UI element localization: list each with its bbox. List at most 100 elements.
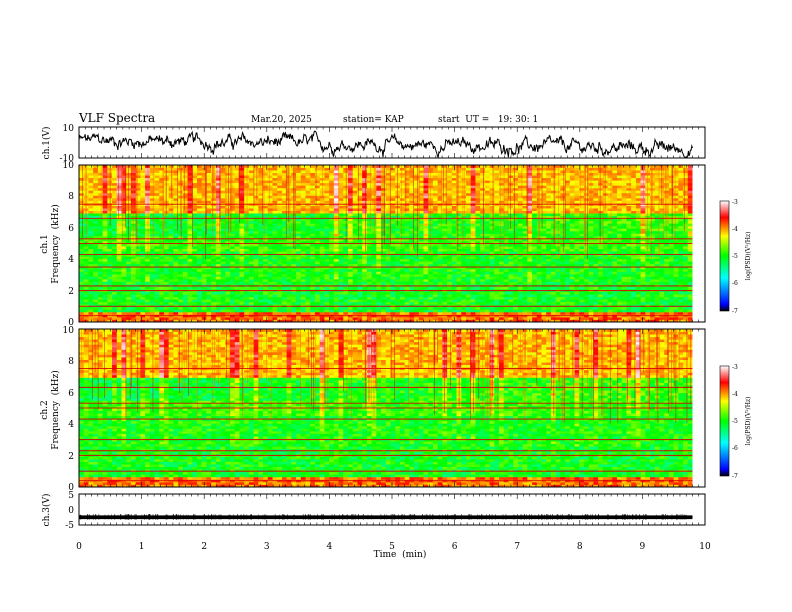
spectrogram-cell <box>140 307 145 310</box>
spectrogram-cell <box>381 264 386 267</box>
spectrogram-cell <box>414 287 419 290</box>
spectrogram-cell <box>136 261 141 264</box>
spectrogram-cell <box>343 279 348 282</box>
spectrogram-cell <box>584 269 589 272</box>
spectrogram-cell <box>98 279 103 282</box>
spectrogram-cell <box>376 287 381 290</box>
spectrogram-cell <box>622 297 627 300</box>
spectrogram-cell <box>485 302 490 305</box>
spectrogram-cell <box>244 302 249 305</box>
spectrogram-cell <box>315 246 320 249</box>
spectrogram-cell <box>442 261 447 264</box>
spectrogram-cell <box>480 287 485 290</box>
spectrogram-cell <box>183 249 188 252</box>
spectrogram-cell <box>239 317 244 320</box>
spectrogram-cell <box>485 279 490 282</box>
spectrogram-cell <box>541 294 546 297</box>
spectrogram-cell <box>343 276 348 279</box>
spectrogram-cell <box>324 279 329 282</box>
spectrogram-cell <box>631 309 636 312</box>
spectrogram-cell <box>423 269 428 272</box>
spectrogram-cell <box>239 261 244 264</box>
spectrogram-cell <box>258 246 263 249</box>
spectrogram-cell <box>320 274 325 277</box>
spectrogram-cell <box>282 309 287 312</box>
spectrogram-cell <box>362 246 367 249</box>
spectrogram-cell <box>192 261 197 264</box>
spectrogram-cell <box>423 317 428 320</box>
spectrogram-cell <box>527 271 532 274</box>
spectrogram-cell <box>664 279 669 282</box>
spectrogram-cell <box>121 309 126 312</box>
spectrogram-cell <box>339 287 344 290</box>
spectrogram-cell <box>353 233 358 236</box>
spectrogram-cell <box>188 302 193 305</box>
spectrogram-cell <box>230 279 235 282</box>
spectrogram-cell <box>239 281 244 284</box>
spectrogram-cell <box>499 231 504 234</box>
spectrogram-cell <box>631 256 636 259</box>
spectrogram-cell <box>556 317 561 320</box>
spectrogram-cell <box>93 294 98 297</box>
spectrogram-cell <box>551 271 556 274</box>
spectrogram-cell <box>310 264 315 267</box>
spectrogram-cell <box>442 299 447 302</box>
spectrogram-cell <box>306 276 311 279</box>
spectrogram-cell <box>438 317 443 320</box>
spectrogram-cell <box>211 274 216 277</box>
spectrogram-cell <box>622 309 627 312</box>
spectrogram-cell <box>329 231 334 234</box>
spectrogram-cell <box>216 259 221 262</box>
spectrogram-cell <box>164 249 169 252</box>
spectrogram-cell <box>287 299 292 302</box>
spectrogram-cell <box>197 264 202 267</box>
spectrogram-cell <box>306 317 311 320</box>
spectrogram-cell <box>140 317 145 320</box>
spectrogram-cell <box>541 246 546 249</box>
spectrogram-cell <box>310 249 315 252</box>
spectrogram-cell <box>150 312 155 315</box>
spectrogram-cell <box>117 292 122 295</box>
spectrogram-cell <box>447 302 452 305</box>
spectrogram-cell <box>98 309 103 312</box>
spectrogram-cell <box>216 271 221 274</box>
spectrogram-cell <box>178 264 183 267</box>
spectrogram-cell <box>565 271 570 274</box>
spectrogram-cell <box>556 297 561 300</box>
spectrogram-cell <box>423 256 428 259</box>
spectrogram-cell <box>499 299 504 302</box>
spectrogram-cell <box>277 279 282 282</box>
spectrogram-cell <box>362 302 367 305</box>
spectrogram-cell <box>485 287 490 290</box>
spectrogram-cell <box>254 264 259 267</box>
spectrogram-cell <box>357 287 362 290</box>
spectrogram-cell <box>466 302 471 305</box>
spectrogram-cell <box>362 259 367 262</box>
spectrogram-cell <box>254 297 259 300</box>
spectrogram-cell <box>556 307 561 310</box>
spectrogram-cell <box>291 287 296 290</box>
spectrogram-cell <box>447 271 452 274</box>
spectrogram-cell <box>121 279 126 282</box>
spectrogram-cell <box>419 297 424 300</box>
spectrogram-cell <box>683 294 688 297</box>
spectrogram-cell <box>225 264 230 267</box>
spectrogram-cell <box>485 249 490 252</box>
spectrogram-cell <box>329 281 334 284</box>
spectrogram-cell <box>291 261 296 264</box>
spectrogram-cell <box>499 271 504 274</box>
spectrogram-cell <box>216 309 221 312</box>
spectrogram-cell <box>188 271 193 274</box>
spectrogram-cell <box>419 274 424 277</box>
spectrogram-cell <box>447 274 452 277</box>
spectrogram-cell <box>603 302 608 305</box>
spectrogram-cell <box>457 312 462 315</box>
spectrogram-cell <box>664 299 669 302</box>
spectrogram-cell <box>131 274 136 277</box>
spectrogram-cell <box>136 249 141 252</box>
spectrogram-cell <box>570 251 575 254</box>
spectrogram-cell <box>405 292 410 295</box>
spectrogram-cell <box>423 279 428 282</box>
spectrogram-cell <box>155 292 160 295</box>
spectrogram-cell <box>310 231 315 234</box>
